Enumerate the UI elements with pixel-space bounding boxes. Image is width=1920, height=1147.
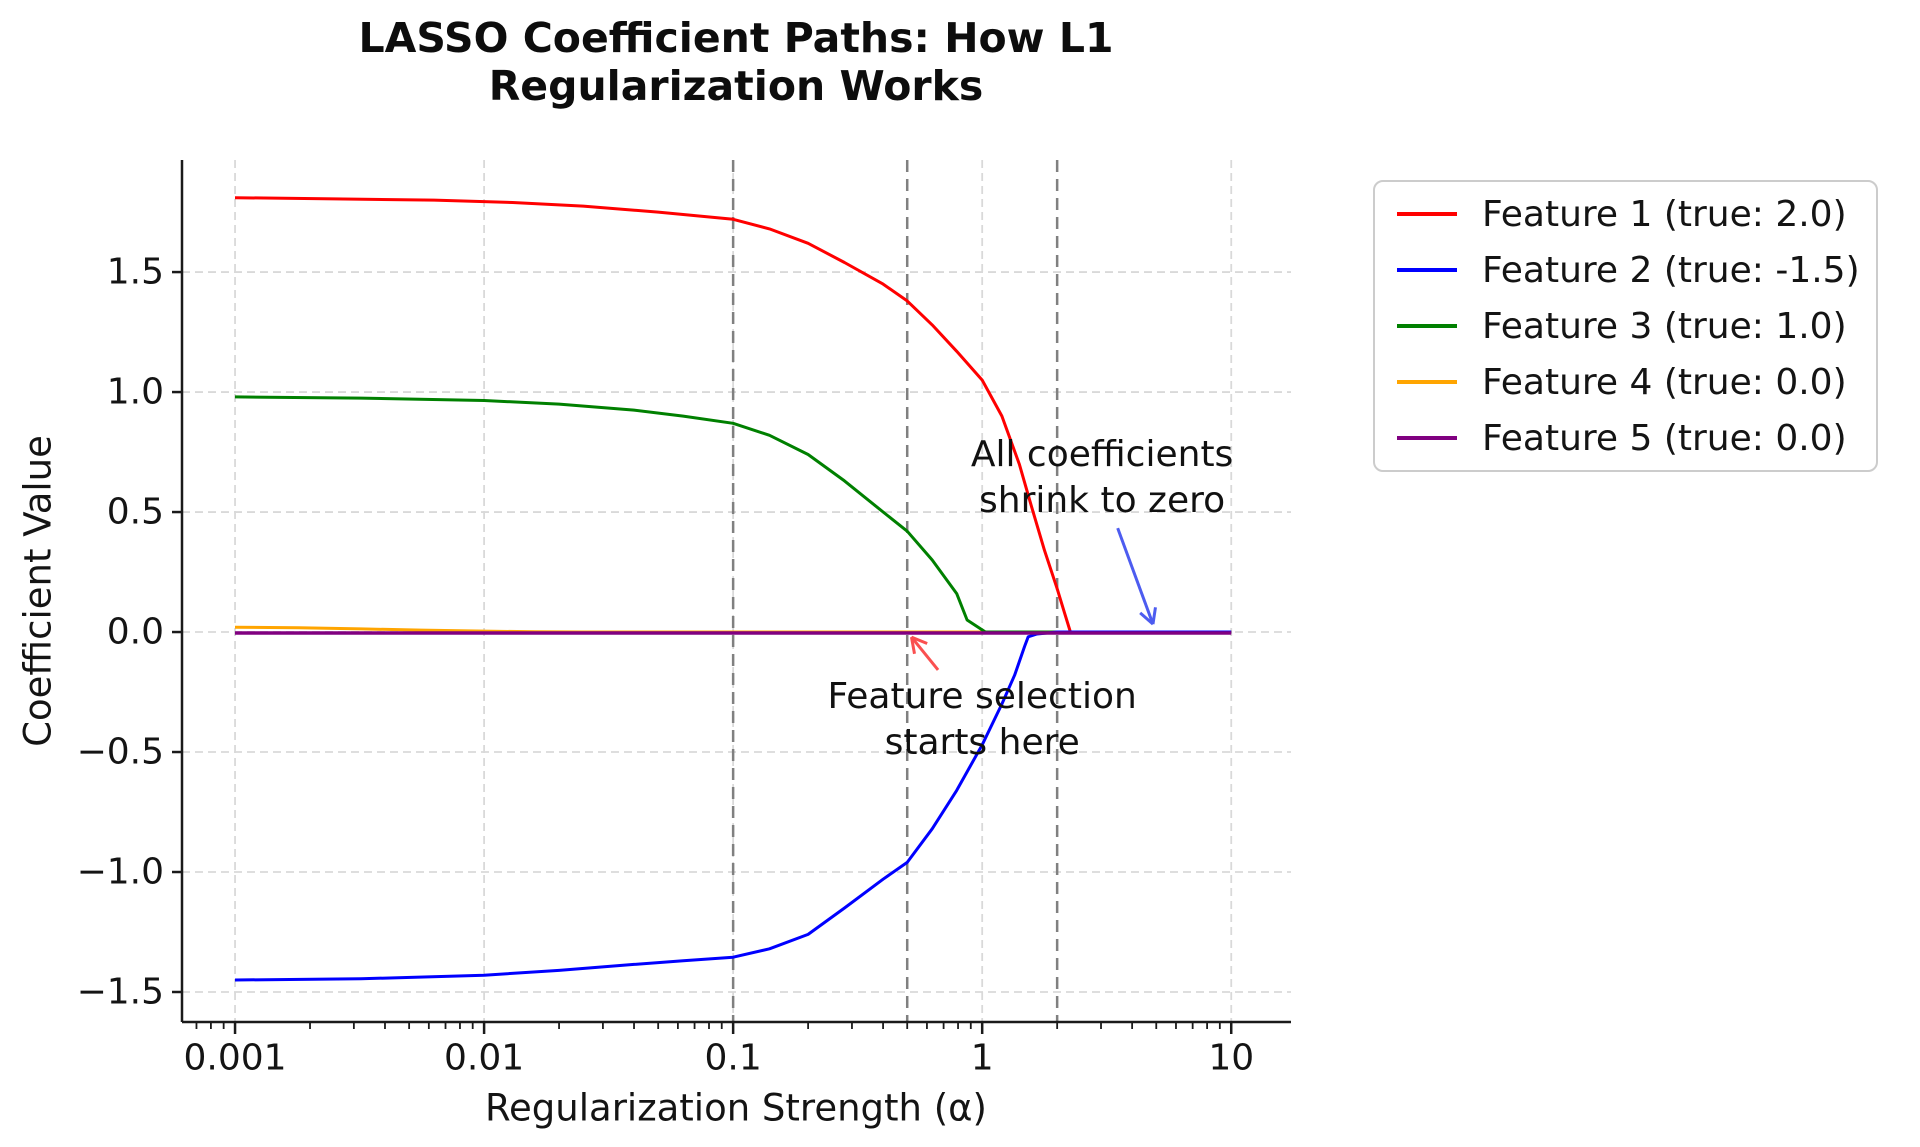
legend-row: Feature 5 (true: 0.0): [1375, 410, 1876, 466]
annotation-arrow-head: [1139, 611, 1154, 626]
annotation-arrow-shaft: [910, 636, 940, 671]
legend-line-swatch: [1397, 380, 1457, 384]
x-tick-label: 1: [970, 1037, 994, 1079]
y-tick-label: −0.5: [76, 731, 164, 773]
annotation-arrow-shaft: [1116, 527, 1155, 625]
chart-title-line2: Regularization Works: [488, 62, 984, 110]
chart-title: LASSO Coefficient Paths: How L1 Regulari…: [359, 14, 1114, 110]
y-tick-label: 0.5: [106, 491, 164, 533]
annotation-arrow-head: [1151, 607, 1157, 625]
chart-title-line1: LASSO Coefficient Paths: How L1: [358, 14, 1114, 62]
x-tick-label: 0.001: [183, 1037, 287, 1079]
series-line: [234, 196, 1232, 634]
legend: Feature 1 (true: 2.0) Feature 2 (true: -1…: [1373, 180, 1878, 472]
legend-row: Feature 1 (true: 2.0): [1375, 186, 1876, 242]
annotation-text: All coefficients shrink to zero: [970, 433, 1234, 521]
legend-line-swatch: [1397, 268, 1457, 272]
y-tick-label: −1.0: [76, 851, 164, 893]
legend-row: Feature 3 (true: 1.0): [1375, 298, 1876, 354]
x-tick-label: 0.01: [444, 1037, 525, 1079]
legend-label: Feature 3 (true: 1.0): [1482, 305, 1847, 347]
x-tick-label: 0.1: [704, 1037, 762, 1079]
series-line: [234, 395, 1232, 634]
y-tick-label: −1.5: [76, 971, 164, 1013]
y-tick-label: 1.5: [106, 251, 164, 293]
legend-line-swatch: [1397, 212, 1457, 216]
legend-label: Feature 1 (true: 2.0): [1482, 193, 1847, 235]
x-tick-label: 10: [1208, 1037, 1255, 1079]
y-tick-label: 0.0: [106, 611, 164, 653]
legend-row: Feature 2 (true: -1.5): [1375, 242, 1876, 298]
legend-label: Feature 2 (true: -1.5): [1482, 249, 1860, 291]
legend-row: Feature 4 (true: 0.0): [1375, 354, 1876, 410]
annotation-arrow-head: [910, 635, 928, 645]
y-tick-label: 1.0: [106, 371, 164, 413]
x-axis-label: Regularization Strength (α): [485, 1086, 987, 1130]
annotation-text: Feature selection starts here: [827, 676, 1137, 764]
y-axis-label: Coefficient Value: [16, 435, 60, 747]
legend-label: Feature 4 (true: 0.0): [1482, 361, 1847, 403]
legend-line-swatch: [1397, 324, 1457, 328]
legend-line-swatch: [1397, 436, 1457, 440]
series-line: [234, 630, 1232, 982]
legend-label: Feature 5 (true: 0.0): [1482, 417, 1847, 459]
annotation-arrow-head: [909, 636, 916, 655]
